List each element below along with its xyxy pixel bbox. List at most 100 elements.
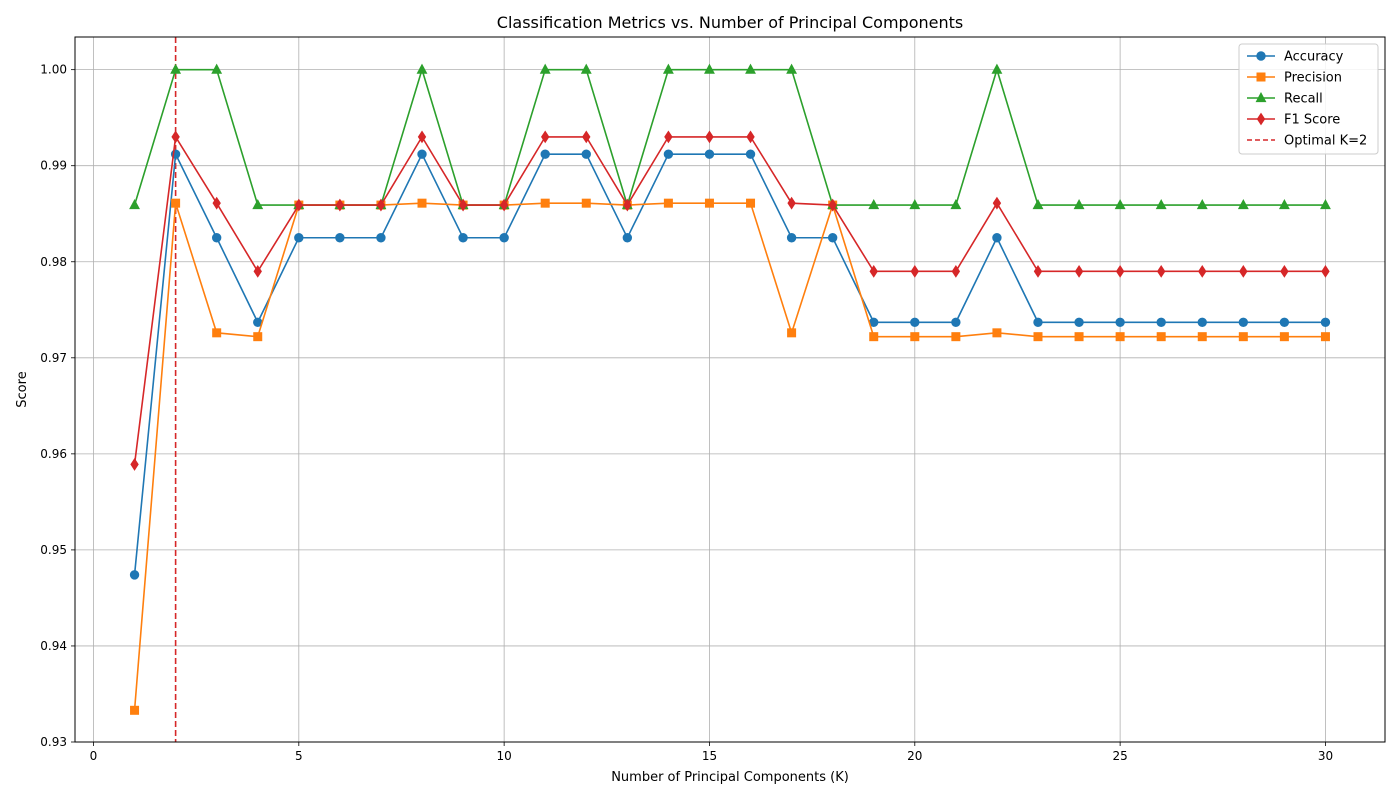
- y-tick-label: 0.94: [40, 639, 67, 653]
- data-point-precision: [581, 198, 591, 208]
- data-point-accuracy: [786, 233, 797, 243]
- data-point-recall: [1073, 199, 1085, 210]
- data-point-precision: [1115, 332, 1125, 342]
- data-point-precision: [1238, 332, 1248, 342]
- data-point-recall: [129, 199, 140, 210]
- chart-title: Classification Metrics vs. Number of Pri…: [497, 13, 963, 32]
- y-tick-label: 0.96: [40, 447, 67, 461]
- data-point-f1-score: [1198, 264, 1207, 278]
- series-layer: [129, 63, 1331, 715]
- data-point-recall: [170, 63, 182, 74]
- x-tick-label: 10: [496, 749, 511, 763]
- data-point-f1-score: [335, 198, 345, 212]
- legend-item-precision: Precision: [1247, 71, 1342, 86]
- data-point-recall: [1278, 199, 1290, 210]
- data-point-precision: [992, 328, 1002, 338]
- y-tick-label: 0.93: [40, 735, 67, 749]
- plot-frame: [74, 36, 1386, 743]
- data-point-f1-score: [458, 198, 468, 212]
- data-point-f1-score: [499, 198, 509, 212]
- data-point-precision: [540, 198, 550, 208]
- y-axis-title: Score: [15, 371, 30, 407]
- data-point-f1-score: [992, 196, 1002, 210]
- legend: Accuracy Precision Recall F1 Score Optimal K…: [1238, 43, 1379, 155]
- x-tick-label: 5: [295, 749, 303, 763]
- legend-label: Optimal K=2: [1284, 134, 1367, 149]
- data-point-accuracy: [704, 149, 715, 159]
- data-point-f1-score: [951, 264, 961, 278]
- data-point-f1-score: [541, 130, 550, 144]
- data-point-precision: [663, 198, 673, 208]
- data-point-f1-score: [1074, 264, 1084, 278]
- series-f1-score: [130, 130, 1330, 471]
- legend-item-accuracy: Accuracy: [1247, 50, 1344, 65]
- data-point-recall: [539, 63, 551, 74]
- data-point-recall: [786, 63, 798, 74]
- data-point-recall: [580, 63, 592, 74]
- data-point-f1-score: [1321, 264, 1330, 278]
- data-point-accuracy: [376, 233, 386, 243]
- data-point-recall: [991, 63, 1003, 74]
- data-point-f1-score: [664, 130, 673, 144]
- legend-marker: [1256, 112, 1266, 126]
- legend-item-recall: Recall: [1247, 92, 1323, 107]
- data-point-accuracy: [335, 233, 345, 243]
- data-point-recall: [1237, 199, 1249, 210]
- series-line-precision: [133, 202, 1326, 711]
- data-point-accuracy: [663, 149, 674, 159]
- data-point-recall: [662, 63, 674, 74]
- legend-marker: [1256, 51, 1266, 61]
- data-point-accuracy: [910, 317, 920, 327]
- legend-marker: [1256, 72, 1266, 82]
- data-point-f1-score: [910, 264, 919, 278]
- y-tick-label: 1.00: [40, 63, 67, 77]
- data-point-precision: [704, 198, 714, 208]
- data-point-precision: [787, 328, 797, 338]
- data-point-precision: [951, 332, 961, 342]
- data-point-precision: [1320, 332, 1330, 342]
- data-point-accuracy: [622, 233, 633, 243]
- data-point-precision: [746, 198, 756, 208]
- data-point-precision: [1033, 332, 1043, 342]
- legend-box: [1238, 43, 1379, 155]
- x-tick-label: 25: [1112, 749, 1127, 763]
- data-point-f1-score: [171, 130, 180, 144]
- data-point-f1-score: [1156, 264, 1166, 278]
- series-line-accuracy: [133, 151, 1326, 575]
- data-point-recall: [252, 199, 264, 210]
- data-point-accuracy: [745, 149, 756, 159]
- x-tick-label: 20: [907, 749, 922, 763]
- data-point-accuracy: [211, 233, 222, 243]
- legend-label: Precision: [1284, 71, 1342, 86]
- data-point-recall: [211, 63, 223, 74]
- data-point-accuracy: [1156, 317, 1166, 327]
- data-point-f1-score: [787, 196, 796, 210]
- data-point-accuracy: [458, 233, 468, 243]
- data-point-precision: [417, 198, 427, 208]
- data-point-accuracy: [1279, 317, 1290, 327]
- data-point-recall: [1196, 199, 1208, 210]
- data-point-precision: [253, 332, 263, 342]
- series-line-f1-score: [133, 134, 1326, 465]
- grid: [75, 37, 1385, 743]
- data-point-f1-score: [705, 130, 714, 144]
- data-point-precision: [910, 332, 920, 342]
- ticks: 0 5 10 15 20 25 30 0.93 0.94 0.95 0.96 0.97 0.98 0.99…: [40, 63, 1333, 763]
- data-point-precision: [869, 332, 879, 342]
- data-point-accuracy: [951, 317, 961, 327]
- data-point-accuracy: [417, 149, 427, 159]
- data-point-f1-score: [417, 130, 427, 144]
- data-point-accuracy: [992, 233, 1002, 243]
- data-point-precision: [130, 705, 140, 715]
- data-point-accuracy: [1238, 317, 1249, 327]
- data-point-f1-score: [828, 198, 837, 212]
- legend-item-optimal-k-2: Optimal K=2: [1247, 134, 1367, 149]
- data-point-precision: [171, 198, 181, 208]
- legend-label: Recall: [1284, 92, 1323, 107]
- y-tick-label: 0.95: [40, 543, 67, 557]
- x-tick-label: 15: [702, 749, 717, 763]
- data-point-accuracy: [294, 233, 304, 243]
- data-point-precision: [212, 328, 222, 338]
- series-accuracy: [129, 149, 1331, 580]
